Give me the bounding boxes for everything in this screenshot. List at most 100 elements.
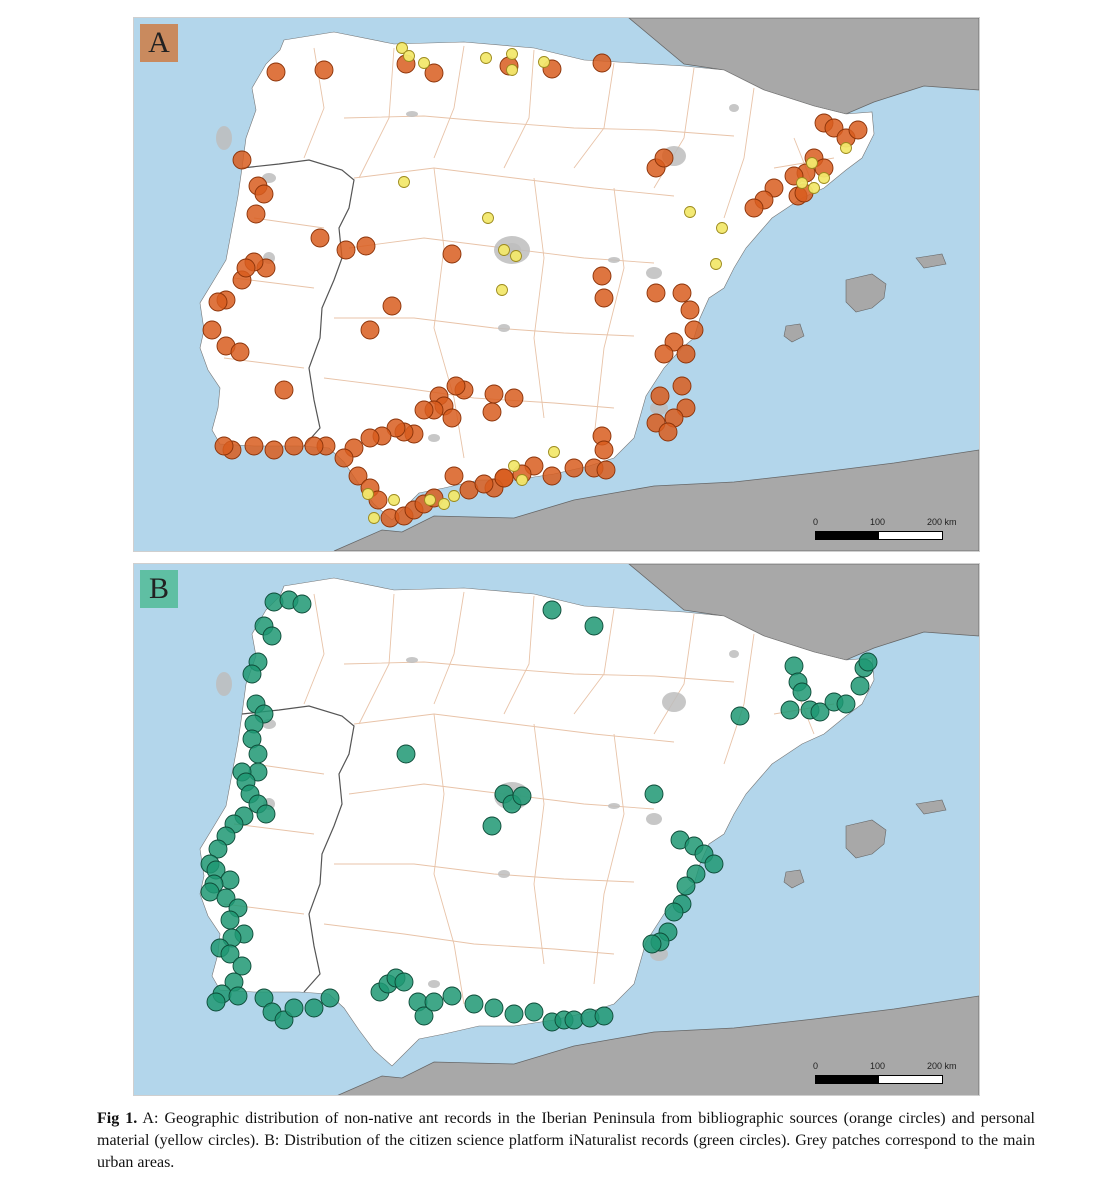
urban-area [428, 980, 440, 988]
province-border [358, 593, 395, 725]
scale-bar-b: 0 100 200 km [813, 1061, 957, 1085]
personal-record-point [396, 42, 408, 54]
inaturalist-record-point [220, 870, 240, 890]
personal-record-point [424, 494, 436, 506]
mallorca-island [845, 273, 887, 313]
inaturalist-record-point [482, 816, 502, 836]
province-border [433, 45, 465, 159]
bibliographic-record-point [202, 320, 222, 340]
bibliographic-record-point [382, 296, 402, 316]
urban-area [498, 870, 510, 878]
inaturalist-record-point [228, 986, 248, 1006]
inaturalist-record-point [542, 600, 562, 620]
bibliographic-record-point [654, 344, 674, 364]
menorca-island [915, 253, 947, 269]
province-border [593, 733, 625, 985]
map-b [134, 564, 979, 1095]
urban-area [216, 126, 232, 150]
bibliographic-record-point [244, 436, 264, 456]
province-border [573, 62, 615, 169]
inaturalist-record-point [524, 1002, 544, 1022]
province-border [334, 317, 635, 337]
urban-area [216, 672, 232, 696]
country-border [241, 705, 355, 993]
inaturalist-record-point [810, 702, 830, 722]
inaturalist-record-point [594, 1006, 614, 1026]
inaturalist-record-point [200, 882, 220, 902]
bibliographic-record-point [334, 448, 354, 468]
inaturalist-record-point [442, 986, 462, 1006]
personal-record-point [398, 176, 410, 188]
figure-caption: Fig 1. A: Geographic distribution of non… [97, 1108, 1035, 1174]
inaturalist-record-point [414, 1006, 434, 1026]
urban-area [729, 104, 739, 112]
bibliographic-record-point [254, 184, 274, 204]
bibliographic-record-point [336, 240, 356, 260]
inaturalist-record-point [396, 744, 416, 764]
scale-tick-0: 0 [813, 517, 819, 527]
personal-record-point [418, 57, 430, 69]
bibliographic-record-point [474, 474, 494, 494]
map-panel-b: B 0 100 200 km [133, 563, 980, 1096]
scale-bar-graphic [815, 1075, 943, 1084]
urban-area [646, 267, 662, 279]
bibliographic-record-point [592, 266, 612, 286]
inaturalist-record-point [206, 992, 226, 1012]
personal-record-point [840, 142, 852, 154]
personal-record-point [368, 512, 380, 524]
province-border [323, 377, 615, 409]
bibliographic-record-point [564, 458, 584, 478]
bibliographic-record-point [504, 388, 524, 408]
bibliographic-record-point [232, 150, 252, 170]
inaturalist-record-point [256, 804, 276, 824]
mallorca-island [845, 819, 887, 859]
province-border [593, 187, 625, 439]
province-border [323, 923, 615, 955]
bibliographic-record-point [236, 258, 256, 278]
inaturalist-record-point [664, 902, 684, 922]
bibliographic-record-point [414, 400, 434, 420]
province-border [723, 87, 755, 219]
ibiza-island [783, 323, 805, 343]
inaturalist-record-point [284, 998, 304, 1018]
bibliographic-record-point [596, 460, 616, 480]
bibliographic-record-point [442, 408, 462, 428]
personal-record-point [538, 56, 550, 68]
bibliographic-record-point [484, 384, 504, 404]
personal-record-point [548, 446, 560, 458]
province-border [723, 633, 755, 765]
scale-bar-graphic [815, 531, 943, 540]
urban-area [406, 657, 418, 663]
inaturalist-record-point [394, 972, 414, 992]
bibliographic-record-point [744, 198, 764, 218]
bibliographic-record-point [594, 440, 614, 460]
bibliographic-record-point [208, 292, 228, 312]
inaturalist-record-point [220, 910, 240, 930]
bibliographic-record-point [542, 466, 562, 486]
bibliographic-record-point [310, 228, 330, 248]
inaturalist-record-point [464, 994, 484, 1014]
personal-record-point [480, 52, 492, 64]
bibliographic-record-point [264, 440, 284, 460]
scale-tick-200: 200 km [927, 1061, 957, 1071]
urban-area [662, 692, 686, 712]
province-border [503, 49, 535, 169]
inaturalist-record-point [242, 664, 262, 684]
personal-record-point [510, 250, 522, 262]
scale-tick-100: 100 [870, 517, 886, 527]
province-border [653, 613, 695, 735]
scale-bar-a: 0 100 200 km [813, 517, 957, 541]
inaturalist-record-point [232, 956, 252, 976]
figure-label: Fig 1. [97, 1110, 138, 1127]
province-border [533, 723, 545, 965]
urban-area [608, 257, 620, 263]
bibliographic-record-point [650, 386, 670, 406]
bibliographic-record-point [214, 436, 234, 456]
inaturalist-record-point [792, 682, 812, 702]
bibliographic-record-point [230, 342, 250, 362]
province-border [233, 823, 315, 835]
bibliographic-record-point [442, 244, 462, 264]
inaturalist-record-point [484, 998, 504, 1018]
bibliographic-record-point [444, 466, 464, 486]
map-panel-a: A 0 100 200 km [133, 17, 980, 552]
